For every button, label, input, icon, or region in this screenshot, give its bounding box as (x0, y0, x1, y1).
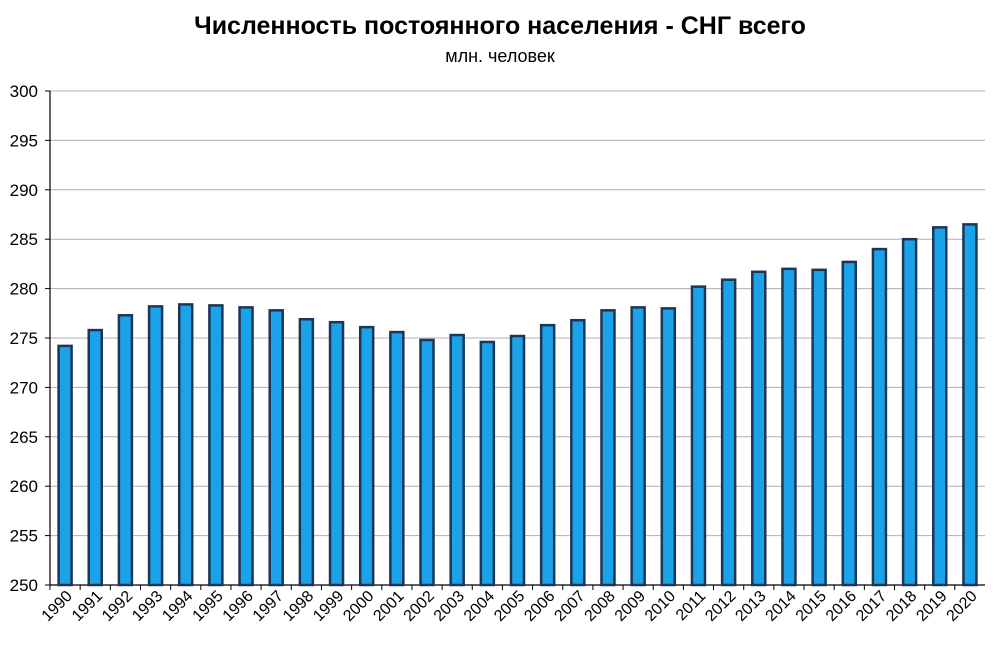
y-tick-label: 295 (10, 131, 38, 150)
bar-1999 (328, 320, 345, 587)
x-tick-label: 2008 (582, 588, 619, 625)
x-tick-label: 2016 (823, 588, 860, 625)
y-tick-label: 260 (10, 477, 38, 496)
x-tick-label: 1998 (280, 588, 317, 625)
y-tick-label: 270 (10, 378, 38, 397)
bar-1992 (117, 314, 134, 587)
y-tick-label: 285 (10, 230, 38, 249)
x-tick-label: 2004 (461, 588, 498, 625)
bar-2013 (751, 270, 767, 587)
x-tick-label: 2003 (431, 588, 468, 625)
bar-1998 (298, 317, 315, 587)
x-tick-label: 1993 (129, 588, 166, 625)
y-tick-label: 265 (10, 428, 38, 447)
y-tick-label: 250 (10, 576, 38, 595)
bar-2006 (539, 323, 556, 587)
bar-1990 (57, 344, 73, 587)
x-tick-label: 2020 (944, 588, 981, 625)
x-tick-label: 1991 (69, 588, 106, 625)
x-tick-label: 2012 (702, 588, 739, 625)
bar-2016 (841, 260, 858, 587)
bar-2001 (389, 330, 405, 587)
y-tick-label: 275 (10, 329, 38, 348)
x-tick-label: 2001 (370, 588, 407, 625)
x-tick-label: 2019 (913, 588, 950, 625)
x-tick-label: 2014 (763, 588, 800, 625)
x-tick-label: 2015 (793, 588, 830, 625)
bar-2012 (720, 278, 737, 587)
bar-1994 (177, 303, 194, 587)
x-tick-label: 2005 (491, 588, 528, 625)
bar-1996 (238, 306, 254, 587)
x-tick-label: 1999 (310, 588, 347, 625)
bar-2011 (690, 285, 707, 587)
bar-2019 (932, 226, 948, 587)
bar-2004 (479, 340, 496, 587)
x-tick-label: 2002 (401, 588, 438, 625)
bar-2007 (570, 318, 586, 587)
bar-1995 (208, 304, 224, 587)
x-tick-label: 1997 (250, 588, 287, 625)
y-tick-label: 290 (10, 181, 38, 200)
y-tick-label: 280 (10, 280, 38, 299)
x-tick-label: 1996 (220, 588, 257, 625)
x-tick-label: 2011 (673, 588, 709, 624)
x-tick-label: 2010 (642, 588, 679, 625)
bar-1997 (268, 309, 284, 587)
x-tick-label: 2000 (340, 588, 377, 625)
bar-2005 (509, 334, 526, 587)
bar-1991 (87, 328, 103, 587)
bar-2008 (600, 309, 616, 587)
x-tick-label: 2018 (883, 588, 920, 625)
bar-2014 (781, 267, 797, 587)
y-tick-label: 255 (10, 527, 38, 546)
bar-2015 (811, 268, 827, 587)
x-tick-label: 1995 (190, 588, 227, 625)
y-tick-label: 300 (10, 82, 38, 101)
x-tick-label: 2006 (521, 588, 558, 625)
x-tick-label: 2017 (853, 588, 890, 625)
bar-2003 (449, 333, 465, 587)
x-tick-label: 2013 (732, 588, 769, 625)
bar-2009 (630, 306, 646, 587)
bar-2018 (901, 237, 918, 587)
chart-subtitle: млн. человек (445, 46, 555, 66)
x-tick-label: 2007 (551, 588, 588, 625)
chart-title: Численность постоянного населения - СНГ … (194, 12, 806, 40)
bar-1993 (147, 305, 164, 587)
x-tick-label: 1992 (99, 588, 136, 625)
x-tick-label: 2009 (612, 588, 649, 625)
bar-2010 (660, 307, 677, 587)
bar-2002 (419, 338, 435, 587)
bar-2020 (962, 223, 978, 587)
bar-2017 (871, 247, 888, 587)
x-tick-label: 1994 (159, 588, 196, 625)
bar-2000 (358, 325, 375, 587)
x-tick-label: 1990 (39, 588, 76, 625)
